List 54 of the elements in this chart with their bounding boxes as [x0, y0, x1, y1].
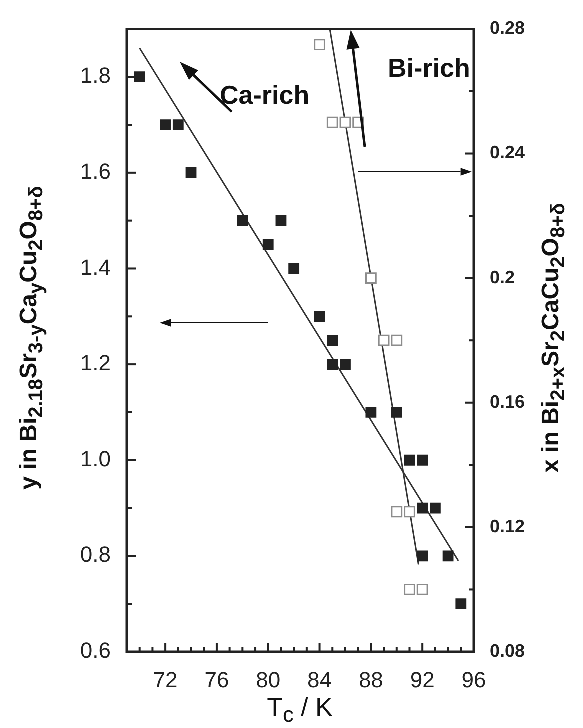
point: [314, 39, 326, 50]
y2-tick-label: 0.16: [490, 392, 526, 412]
point: [288, 263, 300, 274]
point: [160, 120, 172, 130]
y-tick-label: 1.8: [80, 63, 111, 88]
point: [416, 584, 428, 596]
point: [404, 454, 416, 466]
x-tick-label: 88: [358, 667, 384, 692]
point: [134, 72, 146, 83]
x-tick-label: 72: [153, 667, 178, 692]
x-tick-label: 96: [462, 667, 486, 692]
point: [417, 550, 428, 562]
point: [276, 215, 287, 226]
point: [327, 359, 338, 370]
point: [430, 502, 441, 514]
point: [340, 359, 351, 370]
y-tick-label: 1.2: [80, 350, 111, 376]
point: [314, 311, 326, 322]
point: [404, 584, 416, 596]
y2-tick-label: 0.28: [490, 18, 526, 38]
point: [404, 506, 416, 518]
x-tick-label: 92: [410, 667, 435, 692]
point: [326, 116, 338, 128]
annotation: Bi-rich: [388, 53, 470, 84]
point: [366, 407, 377, 418]
y-tick-label: 1.6: [80, 158, 111, 184]
y-tick-label: 0.8: [80, 542, 111, 568]
point: [365, 272, 377, 284]
point: [378, 334, 390, 346]
point: [327, 335, 338, 346]
point: [417, 454, 428, 466]
x-tick-label: 84: [308, 667, 332, 692]
y2-tick-label: 0.08: [490, 640, 526, 661]
y-tick-label: 0.6: [80, 638, 111, 664]
point: [172, 120, 184, 130]
point: [417, 502, 428, 514]
x-tick-label: 76: [204, 667, 230, 692]
annotation: Ca-rich: [220, 80, 310, 111]
point: [456, 598, 467, 610]
y2-tick-label: 0.2: [490, 267, 516, 288]
x-tick-label: 80: [256, 667, 281, 692]
y2-tick-label: 0.12: [490, 516, 526, 536]
point: [340, 116, 352, 128]
point: [442, 550, 454, 562]
y-tick-label: 1.0: [80, 446, 111, 472]
y-tick-label: 1.4: [80, 254, 111, 280]
point: [391, 407, 402, 418]
point: [237, 215, 248, 226]
point: [186, 167, 197, 178]
point: [391, 334, 403, 346]
x-axis-title: T$_{c}$ / K: [266, 692, 334, 728]
point: [391, 506, 403, 518]
point: [262, 239, 274, 250]
y2-tick-label: 0.24: [490, 142, 526, 163]
